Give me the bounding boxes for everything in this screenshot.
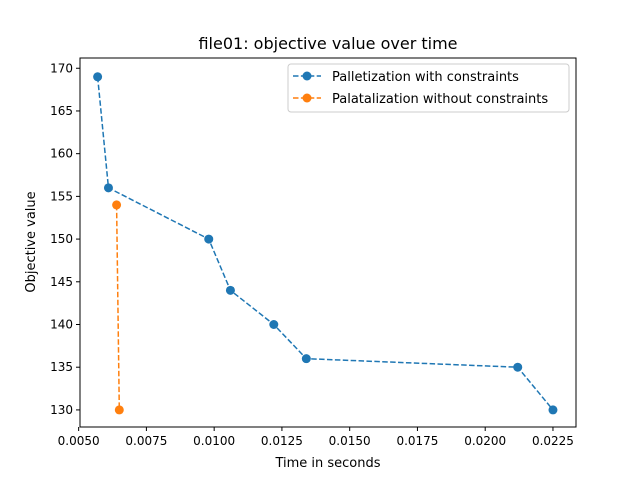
legend-marker-2 [302,93,312,103]
data-point-series-1 [269,320,279,329]
data-point-series-1 [225,285,235,295]
y-tick-label: 170 [50,61,73,75]
chart-title: file01: objective value over time [198,34,457,53]
data-point-series-1 [103,183,113,193]
legend: Palletization with constraints Palataliza… [287,63,570,113]
y-tick-label: 145 [50,275,73,289]
series-line-2 [115,204,121,410]
series-layer [93,72,558,415]
y-tick-label: 135 [50,360,73,374]
x-tick-label: 0.0050 [58,434,100,448]
x-tick-label: 0.0200 [464,434,506,448]
data-point-series-1 [93,72,103,82]
y-tick-label: 150 [50,232,73,246]
y-axis-label: Objective value [24,191,39,292]
data-point-series-1 [548,405,558,415]
x-tick-label: 0.0175 [396,434,438,448]
data-point-series-1 [204,234,214,244]
data-point-series-2 [114,405,124,415]
series-line-1 [96,76,554,411]
legend-marker-1 [302,71,312,81]
data-point-series-2 [112,200,122,210]
data-point-series-1 [513,362,523,372]
x-axis-ticks: 0.0050 0.0075 0.0100 0.0125 0.0150 0.0175 0.02… [58,427,574,448]
x-tick-label: 0.0225 [532,434,574,448]
legend-label-1: Palletization with constraints [332,70,519,85]
x-tick-label: 0.0125 [261,434,303,448]
y-tick-label: 160 [50,147,73,161]
plot-area [79,57,577,428]
y-tick-label: 140 [50,318,73,332]
x-axis-label: Time in seconds [274,456,380,471]
data-point-series-1 [301,354,311,364]
y-axis-ticks: 130 135 140 145 150 155 160 165 170 [50,61,80,417]
y-tick-label: 130 [50,403,73,417]
x-tick-label: 0.0100 [193,434,235,448]
legend-label-2: Palatalization without constraints [332,92,548,107]
x-tick-label: 0.0075 [125,434,167,448]
y-tick-label: 165 [50,104,73,118]
y-tick-label: 155 [50,189,73,203]
axes-frame [79,57,577,428]
legend-box [287,63,570,113]
x-tick-label: 0.0150 [329,434,371,448]
